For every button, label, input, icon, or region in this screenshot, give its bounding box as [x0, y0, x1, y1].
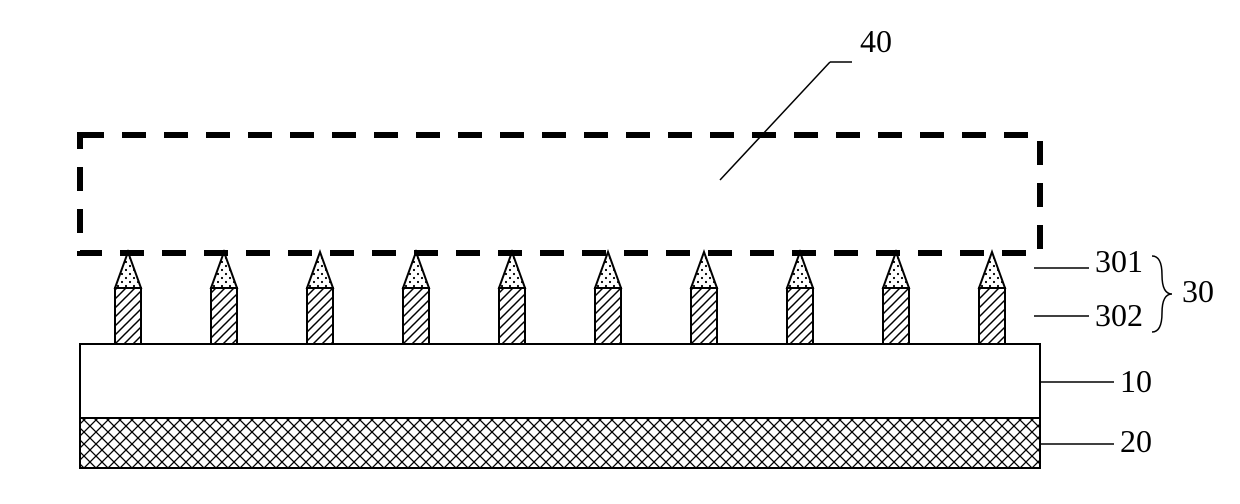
label-302: 302	[1095, 297, 1143, 333]
pillar-tip-301	[499, 252, 525, 288]
pillar-tip-301	[979, 252, 1005, 288]
pillar-302	[307, 288, 333, 344]
pillar-tip-301	[307, 252, 333, 288]
pillar-array-30	[115, 252, 1005, 344]
label-301: 301	[1095, 243, 1143, 279]
pillar-302	[787, 288, 813, 344]
pillar-302	[595, 288, 621, 344]
pillar-tip-301	[595, 252, 621, 288]
label-20: 20	[1120, 423, 1152, 459]
pillar-tip-301	[115, 252, 141, 288]
pillar-302	[691, 288, 717, 344]
pillar-302	[883, 288, 909, 344]
label-40: 40	[860, 23, 892, 59]
dashed-region-40	[80, 135, 1040, 253]
pillar-302	[403, 288, 429, 344]
pillar-tip-301	[883, 252, 909, 288]
pillar-tip-301	[403, 252, 429, 288]
pillar-302	[211, 288, 237, 344]
engineering-diagram: 40 301 302 30 10 20	[0, 0, 1240, 504]
pillar-tip-301	[211, 252, 237, 288]
leader-line	[720, 62, 830, 180]
pillar-302	[115, 288, 141, 344]
pillar-302	[979, 288, 1005, 344]
label-30: 30	[1182, 273, 1214, 309]
layer-10	[80, 344, 1040, 418]
layer-20	[80, 418, 1040, 468]
brace-30	[1152, 256, 1172, 332]
pillar-tip-301	[691, 252, 717, 288]
pillar-302	[499, 288, 525, 344]
label-10: 10	[1120, 363, 1152, 399]
pillar-tip-301	[787, 252, 813, 288]
